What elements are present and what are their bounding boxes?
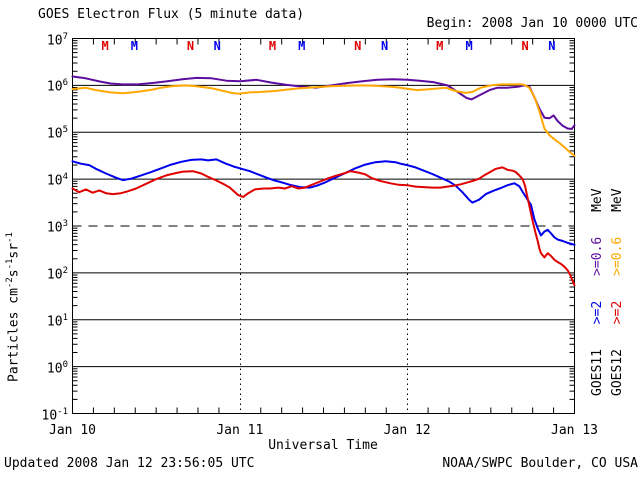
event-marker-m: M — [268, 39, 277, 53]
y-tick-label: 101 — [46, 312, 68, 330]
x-tick-label: Jan 12 — [383, 423, 431, 438]
y-tick-label: 10-1 — [41, 406, 69, 423]
y-tick-label: 104 — [46, 172, 68, 189]
page-title: GOES Electron Flux (5 minute data) — [38, 7, 305, 22]
updated-timestamp: Updated 2008 Jan 12 23:56:05 UTC — [4, 456, 255, 471]
y-tick-label: 106 — [46, 78, 68, 95]
x-axis-title: Universal Time — [268, 438, 378, 453]
event-marker-m: M — [101, 39, 109, 53]
series-goes11-2-mev — [71, 158, 576, 246]
event-marker-m: M — [465, 39, 473, 53]
legend-goes12-ge06: >=0.6 — [610, 236, 625, 276]
event-marker-n: N — [380, 39, 389, 53]
event-marker-n: N — [521, 39, 529, 53]
y-tick-label: 102 — [46, 265, 68, 283]
legend-goes11-sat: GOES11 — [590, 349, 605, 396]
event-marker-n: N — [213, 39, 221, 53]
y-tick-label: 103 — [46, 219, 68, 236]
series-goes12-0-6-mev — [71, 83, 576, 157]
x-tick-label: Jan 11 — [216, 423, 264, 438]
source-credit: NOAA/SWPC Boulder, CO USA — [442, 456, 638, 471]
legend-goes12: GOES12 >=2 >=0.6 MeV — [610, 188, 625, 396]
event-marker-n: N — [354, 39, 362, 53]
event-marker-m: M — [298, 39, 306, 53]
event-marker-n: N — [548, 39, 556, 53]
legend-goes12-ge2: >=2 — [610, 300, 625, 325]
y-axis-title: Particles cm-2s-1sr-1 — [5, 232, 22, 382]
y-tick-label: 107 — [46, 31, 68, 48]
series-goes12-2-mev — [71, 166, 576, 287]
series-goes11-0-6-mev — [71, 75, 576, 130]
event-marker-n: N — [186, 39, 195, 53]
y-axis-title-exp: -2 — [5, 277, 15, 289]
legend-goes11: GOES11 >=2 >=0.6 MeV — [590, 188, 605, 396]
legend-goes11-ge06: >=0.6 — [590, 236, 605, 276]
begin-timestamp: Begin: 2008 Jan 10 0000 UTC — [426, 16, 638, 31]
legend-goes11-ge2: >=2 — [590, 300, 605, 325]
legend-goes12-unit: MeV — [610, 188, 625, 212]
y-tick-label: 105 — [46, 125, 68, 142]
legend-goes12-sat: GOES12 — [610, 349, 625, 396]
event-marker-m: M — [436, 39, 444, 53]
y-tick-label: 100 — [46, 359, 68, 376]
x-tick-label: Jan 10 — [49, 423, 96, 438]
x-tick-label: Jan 13 — [551, 423, 598, 438]
y-axis-title-text: Particles cm — [6, 288, 22, 382]
legend-goes11-unit: MeV — [590, 188, 605, 212]
event-marker-m: M — [130, 39, 139, 53]
